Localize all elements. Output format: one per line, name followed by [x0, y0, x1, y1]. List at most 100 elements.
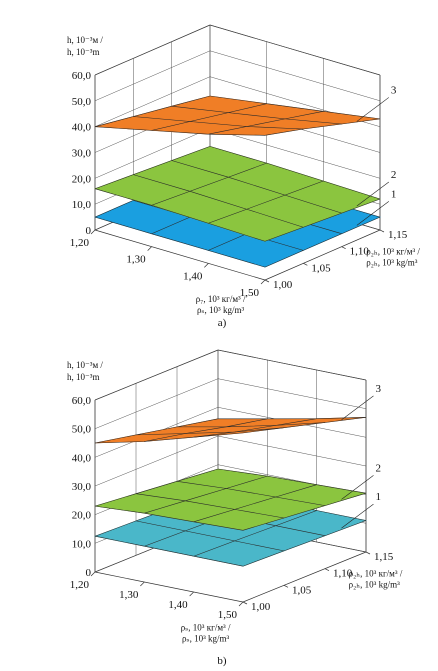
mesh-line: [242, 417, 367, 434]
front-axes: 1,20 1,30 1,40 1,50 1,00 1,05 1,10 1,15: [70, 551, 394, 621]
z-axis-label-en: h, 10⁻³m: [67, 47, 99, 57]
z-tick-label: 40,0: [72, 452, 92, 464]
mesh-line: [208, 180, 324, 224]
x-tick: [90, 571, 96, 577]
y-axis-label-en: ρ₂ₕ, 10³ kg/m³: [349, 580, 400, 590]
x-axis-line: [94, 571, 244, 603]
mesh-line: [208, 111, 324, 135]
y-tick-label: 1,00: [251, 601, 271, 613]
mesh-line: [176, 422, 326, 428]
x-tick: [238, 601, 244, 607]
mesh-line: [133, 174, 304, 228]
x-tick-label: 1,20: [70, 579, 90, 591]
chart-2: 0 10,0 20,0 30,0 40,0 50,0 60,0 h, 10⁻³м / h, 10…: [67, 349, 403, 667]
surface-2: 2: [94, 462, 382, 531]
mesh-line: [264, 198, 381, 242]
mesh-line: [94, 468, 219, 507]
chart-1: 0 10,0 20,0 30,0 40,0 50,0 60,0 h, 10⁻³м / h, 10…: [67, 24, 420, 329]
mesh-line: [176, 481, 326, 506]
x-tick: [140, 581, 145, 587]
front-axes: 1,20 1,30 1,40 1,50 1,00 1,05 1,10 1,15: [70, 229, 408, 299]
y-tick: [341, 246, 346, 249]
mesh-line: [94, 146, 211, 189]
series-label: 3: [376, 383, 382, 395]
series-leader: [341, 475, 374, 500]
mesh-line: [209, 95, 381, 120]
mesh-line: [217, 468, 367, 494]
x-tick-label: 1,30: [119, 589, 139, 601]
y-axis-label-en: ρ₂ₕ, 10³ kg/m³: [366, 258, 417, 268]
mesh-line: [94, 535, 244, 567]
series-leader: [341, 503, 374, 529]
series-label: 2: [391, 169, 397, 181]
z-tick-label: 60,0: [72, 70, 92, 82]
mesh-line: [193, 484, 317, 523]
x-tick: [204, 263, 209, 268]
y-tick-label: 1,00: [273, 279, 293, 291]
mesh-line: [94, 188, 266, 242]
z-tick-label: 0: [86, 567, 92, 579]
x-tick-label: 1,50: [240, 287, 260, 299]
y-tick-label: 1,10: [350, 246, 370, 258]
y-tick-label: 1,05: [311, 262, 331, 274]
z-tick-label: 20,0: [72, 510, 92, 522]
mesh-line: [264, 216, 381, 268]
y-tick: [303, 263, 308, 266]
series-leader: [356, 97, 390, 122]
x-axis-line: [94, 229, 266, 281]
x-tick-label: 1,30: [126, 254, 146, 266]
panel-caption: a): [218, 317, 227, 329]
y-tick: [264, 279, 270, 283]
y-tick: [379, 229, 385, 233]
y-axis-label: ρ₂ₕ, 10³ кг/м³ /: [366, 247, 420, 257]
surface-3: 3: [94, 383, 382, 444]
y-tick: [283, 585, 289, 588]
y-axis-line: [242, 551, 367, 603]
z-tick-label: 50,0: [72, 96, 92, 108]
mesh-line: [193, 418, 317, 438]
y-tick-label: 1,05: [292, 584, 312, 596]
surface-2: 2: [94, 146, 397, 242]
surface-3: 3: [94, 84, 397, 136]
mesh-line: [94, 126, 266, 136]
mesh-line: [135, 427, 285, 436]
mesh-line: [242, 492, 367, 531]
mesh-line: [94, 418, 219, 444]
y-tick-label: 1,15: [388, 229, 408, 241]
z-tick-label: 10,0: [72, 199, 92, 211]
series-label: 2: [376, 462, 382, 474]
z-tick-label: 60,0: [72, 395, 92, 407]
y-tick: [365, 551, 371, 555]
x-tick-label: 1,20: [70, 237, 90, 249]
z-tick-labels: 0 10,0 20,0 30,0 40,0 50,0 60,0: [72, 70, 92, 237]
y-axis-line: [264, 229, 381, 281]
series-label: 1: [391, 188, 397, 200]
z-axis-label-en: h, 10⁻³m: [67, 372, 99, 382]
z-gridlines: [94, 24, 381, 231]
z-axis-label: h, 10⁻³м /: [67, 35, 103, 45]
series-label: 3: [391, 84, 397, 96]
z-gridline: [94, 24, 381, 76]
mesh-line: [242, 520, 367, 567]
mesh-line: [94, 216, 266, 268]
panel-caption: b): [217, 655, 227, 667]
z-tick-label: 10,0: [72, 538, 92, 550]
x-axis-label-en: ρₛ, 10³ kg/m³: [197, 305, 244, 315]
y-tick: [242, 601, 248, 605]
mesh-line: [151, 103, 267, 131]
x-tick-label: 1,40: [183, 270, 203, 282]
x-tick-label: 1,40: [168, 599, 188, 611]
z-axis-label: h, 10⁻³м /: [67, 360, 103, 370]
z-tick-label: 50,0: [72, 424, 92, 436]
z-tick-label: 30,0: [72, 481, 92, 493]
x-tick: [189, 591, 194, 597]
mesh-line: [135, 493, 285, 519]
mesh-line: [94, 95, 211, 127]
x-tick: [147, 246, 152, 251]
mesh-line: [135, 520, 285, 552]
series-leader: [341, 395, 374, 421]
x-tick: [260, 279, 266, 285]
x-axis-label: ρₛ, 10³ кг/м³ /: [181, 622, 231, 632]
mesh-line: [144, 475, 268, 514]
